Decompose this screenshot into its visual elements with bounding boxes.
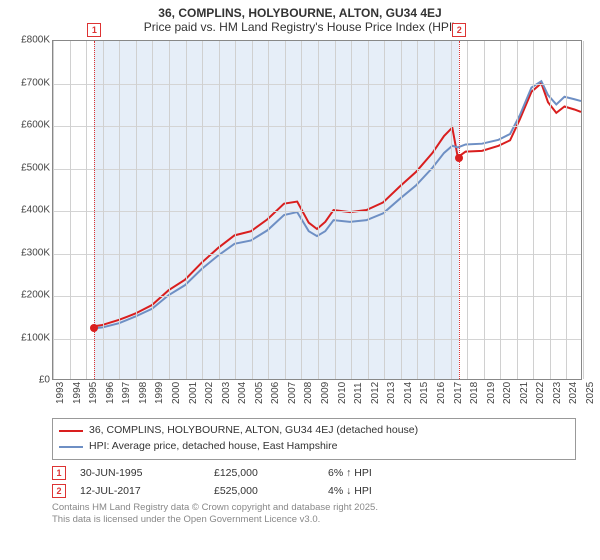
y-tick-label: £200K [10, 290, 50, 301]
sale-marker-box: 1 [87, 23, 101, 37]
legend-row: HPI: Average price, detached house, East… [59, 439, 569, 455]
vgrid-line [583, 41, 584, 379]
vgrid-line [417, 41, 418, 379]
line-series-svg [53, 41, 581, 379]
event-num-box: 2 [52, 484, 66, 498]
legend-label: 36, COMPLINS, HOLYBOURNE, ALTON, GU34 4E… [89, 423, 418, 439]
footer-line-2: This data is licensed under the Open Gov… [52, 514, 576, 526]
hgrid-line [53, 254, 581, 255]
vgrid-line [70, 41, 71, 379]
hgrid-line [53, 296, 581, 297]
hgrid-line [53, 169, 581, 170]
chart-container: £0 £100K £200K £300K £400K £500K £600K £700K £80… [10, 36, 590, 416]
vgrid-line [202, 41, 203, 379]
legend-swatch [59, 430, 83, 432]
event-delta: 4% ↓ HPI [328, 485, 418, 497]
y-tick-label: £300K [10, 247, 50, 258]
legend-row: 36, COMPLINS, HOLYBOURNE, ALTON, GU34 4E… [59, 423, 569, 439]
legend-box: 36, COMPLINS, HOLYBOURNE, ALTON, GU34 4E… [52, 418, 576, 460]
hgrid-line [53, 126, 581, 127]
vgrid-line [152, 41, 153, 379]
vgrid-line [285, 41, 286, 379]
footer-line-1: Contains HM Land Registry data © Crown c… [52, 502, 576, 514]
vgrid-line [335, 41, 336, 379]
y-tick-label: £0 [10, 375, 50, 386]
vgrid-line [268, 41, 269, 379]
vgrid-line [550, 41, 551, 379]
y-tick-label: £500K [10, 162, 50, 173]
vgrid-line [500, 41, 501, 379]
legend-swatch [59, 446, 83, 448]
vgrid-line [566, 41, 567, 379]
hgrid-line [53, 84, 581, 85]
vgrid-line [533, 41, 534, 379]
vgrid-line [136, 41, 137, 379]
vgrid-line [86, 41, 87, 379]
y-tick-label: £800K [10, 35, 50, 46]
vgrid-line [384, 41, 385, 379]
footer-attribution: Contains HM Land Registry data © Crown c… [52, 502, 576, 527]
event-num-box: 1 [52, 466, 66, 480]
vgrid-line [53, 41, 54, 379]
vgrid-line [235, 41, 236, 379]
vgrid-line [467, 41, 468, 379]
sale-events-table: 1 30-JUN-1995 £125,000 6% ↑ HPI 2 12-JUL-2017… [52, 466, 576, 498]
sale-point-dot [455, 154, 463, 162]
vgrid-line [252, 41, 253, 379]
event-row: 2 12-JUL-2017 £525,000 4% ↓ HPI [52, 484, 576, 498]
vgrid-line [434, 41, 435, 379]
vgrid-line [186, 41, 187, 379]
vgrid-line [401, 41, 402, 379]
plot-area: 12 [52, 40, 582, 380]
hgrid-line [53, 339, 581, 340]
y-tick-label: £700K [10, 77, 50, 88]
event-price: £125,000 [214, 467, 314, 479]
vgrid-line [119, 41, 120, 379]
vgrid-line [484, 41, 485, 379]
sale-marker-line [459, 41, 460, 379]
vgrid-line [103, 41, 104, 379]
legend-label: HPI: Average price, detached house, East… [89, 439, 337, 455]
vgrid-line [451, 41, 452, 379]
vgrid-line [301, 41, 302, 379]
sale-marker-box: 2 [452, 23, 466, 37]
hgrid-line [53, 211, 581, 212]
event-delta: 6% ↑ HPI [328, 467, 418, 479]
chart-title-address: 36, COMPLINS, HOLYBOURNE, ALTON, GU34 4E… [10, 6, 590, 20]
y-tick-label: £600K [10, 120, 50, 131]
event-row: 1 30-JUN-1995 £125,000 6% ↑ HPI [52, 466, 576, 480]
sale-point-dot [90, 324, 98, 332]
series-line-price_paid [94, 83, 581, 326]
x-tick-label: 2025 [585, 382, 600, 404]
vgrid-line [368, 41, 369, 379]
y-tick-label: £100K [10, 332, 50, 343]
event-date: 12-JUL-2017 [80, 485, 200, 497]
vgrid-line [318, 41, 319, 379]
event-date: 30-JUN-1995 [80, 467, 200, 479]
vgrid-line [351, 41, 352, 379]
vgrid-line [517, 41, 518, 379]
vgrid-line [219, 41, 220, 379]
event-price: £525,000 [214, 485, 314, 497]
y-tick-label: £400K [10, 205, 50, 216]
vgrid-line [169, 41, 170, 379]
